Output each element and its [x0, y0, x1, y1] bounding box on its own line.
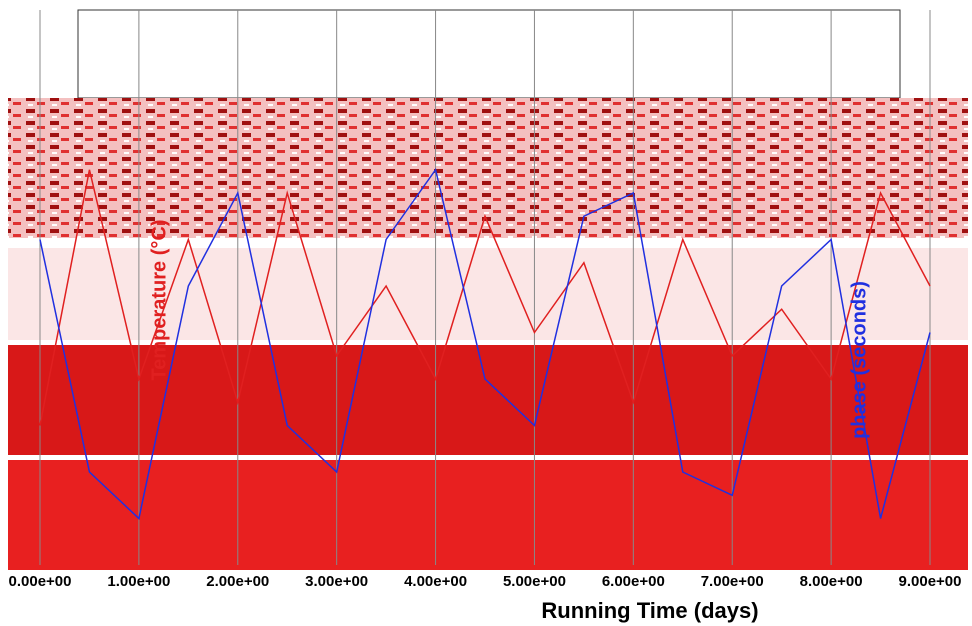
x-tick-label: 2.00e+00	[206, 573, 269, 590]
y2-axis-label: phase (seconds)	[848, 281, 870, 439]
x-tick-label: 8.00e+00	[800, 573, 863, 590]
x-tick-label: 6.00e+00	[602, 573, 665, 590]
top-frame	[77, 9, 901, 99]
x-tick-label: 5.00e+00	[503, 573, 566, 590]
x-tick-label: 4.00e+00	[404, 573, 467, 590]
plot: 0.00e+00 1.00e+00 2.00e+00 3.00e+00 4.00e+00…	[9, 10, 962, 590]
band	[8, 248, 968, 340]
x-tick-label: 1.00e+00	[107, 573, 170, 590]
x-tick-label: 3.00e+00	[305, 573, 368, 590]
series-line	[39, 169, 931, 426]
x-tick-label: 7.00e+00	[701, 573, 764, 590]
series-line	[39, 167, 931, 520]
x-tick-label: 0.00e+00	[9, 573, 72, 590]
band	[8, 460, 968, 570]
y-axis-label: Temperature (°C)	[148, 220, 170, 381]
band	[8, 345, 968, 455]
x-tick-label: 9.00e+00	[899, 573, 962, 590]
x-axis-label: Running Time (days)	[541, 598, 758, 623]
band	[8, 98, 968, 238]
